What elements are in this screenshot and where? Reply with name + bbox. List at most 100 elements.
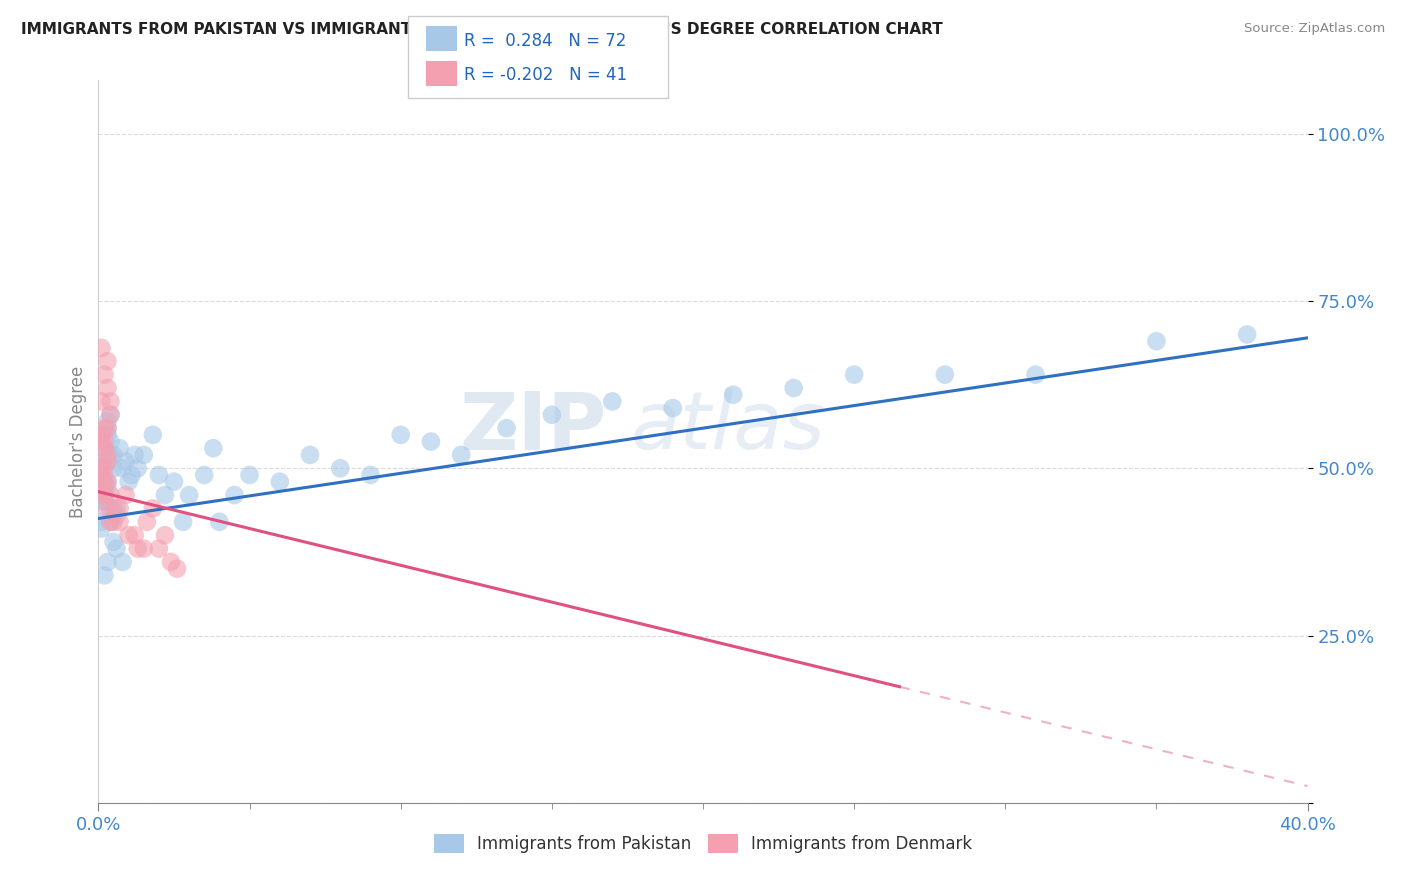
Point <box>420 434 443 449</box>
Point <box>105 541 128 556</box>
Point <box>90 461 112 475</box>
Point <box>153 488 176 502</box>
Point <box>96 501 118 516</box>
Point <box>100 515 122 529</box>
Point <box>602 394 624 409</box>
Point <box>121 467 143 482</box>
Point <box>93 475 115 489</box>
Point <box>118 528 141 542</box>
Point <box>132 541 155 556</box>
Point <box>108 515 131 529</box>
Legend: Immigrants from Pakistan, Immigrants from Denmark: Immigrants from Pakistan, Immigrants fro… <box>427 827 979 860</box>
Point <box>90 394 112 409</box>
Point <box>1236 327 1258 342</box>
Point <box>96 482 118 496</box>
Point <box>783 381 806 395</box>
Point <box>142 501 165 516</box>
Point <box>111 461 134 475</box>
Point <box>93 461 115 475</box>
Point <box>389 427 412 442</box>
Point <box>934 368 956 382</box>
Point <box>172 515 194 529</box>
Point <box>179 488 201 502</box>
Text: Source: ZipAtlas.com: Source: ZipAtlas.com <box>1244 22 1385 36</box>
Point <box>93 494 115 508</box>
Point <box>132 448 155 462</box>
Point <box>166 562 188 576</box>
Point <box>153 528 176 542</box>
Point <box>114 455 136 469</box>
Point <box>100 408 122 422</box>
Point <box>93 442 115 455</box>
Point <box>103 515 125 529</box>
Point <box>90 427 112 442</box>
Text: IMMIGRANTS FROM PAKISTAN VS IMMIGRANTS FROM DENMARK BACHELOR'S DEGREE CORRELATIO: IMMIGRANTS FROM PAKISTAN VS IMMIGRANTS F… <box>21 22 943 37</box>
Point <box>96 455 118 469</box>
Y-axis label: Bachelor's Degree: Bachelor's Degree <box>69 366 87 517</box>
Point <box>844 368 866 382</box>
Point <box>114 488 136 502</box>
Point <box>93 488 115 502</box>
Point <box>93 568 115 582</box>
Point <box>661 401 683 416</box>
Point <box>103 534 125 549</box>
Point <box>360 467 382 482</box>
Point <box>202 442 225 455</box>
Point <box>93 421 115 435</box>
Point <box>96 421 118 435</box>
Point <box>90 521 112 535</box>
Point <box>96 448 118 462</box>
Point <box>1144 334 1167 349</box>
Point <box>96 427 118 442</box>
Point <box>100 488 122 502</box>
Point <box>103 448 125 462</box>
Point <box>148 541 170 556</box>
Text: R =  0.284   N = 72: R = 0.284 N = 72 <box>464 32 626 50</box>
Text: atlas: atlas <box>630 388 825 467</box>
Point <box>124 528 146 542</box>
Point <box>100 434 122 449</box>
Point <box>135 515 157 529</box>
Point <box>124 448 146 462</box>
Text: ZIP: ZIP <box>458 388 606 467</box>
Point <box>103 501 125 516</box>
Point <box>96 354 118 368</box>
Point <box>96 475 118 489</box>
Point <box>105 508 128 523</box>
Point <box>495 421 517 435</box>
Text: R = -0.202   N = 41: R = -0.202 N = 41 <box>464 66 627 84</box>
Point <box>93 368 115 382</box>
Point <box>90 341 112 355</box>
Point <box>100 448 122 462</box>
Point <box>90 461 112 475</box>
Point <box>96 414 118 429</box>
Point <box>299 448 322 462</box>
Point <box>96 421 118 435</box>
Point <box>93 494 115 508</box>
Point <box>163 475 186 489</box>
Point <box>90 482 112 496</box>
Point <box>540 408 562 422</box>
Point <box>96 381 118 395</box>
Point <box>93 482 115 496</box>
Point <box>142 427 165 442</box>
Point <box>100 394 122 409</box>
Point <box>127 461 149 475</box>
Point <box>105 501 128 516</box>
Point <box>127 541 149 556</box>
Point <box>96 455 118 469</box>
Point <box>118 475 141 489</box>
Point <box>450 448 472 462</box>
Point <box>93 475 115 489</box>
Point <box>90 467 112 482</box>
Point <box>90 434 112 449</box>
Point <box>269 475 291 489</box>
Point <box>103 461 125 475</box>
Point <box>93 488 115 502</box>
Point <box>329 461 352 475</box>
Point <box>90 515 112 529</box>
Point <box>93 467 115 482</box>
Point <box>224 488 246 502</box>
Point <box>208 515 231 529</box>
Point <box>90 455 112 469</box>
